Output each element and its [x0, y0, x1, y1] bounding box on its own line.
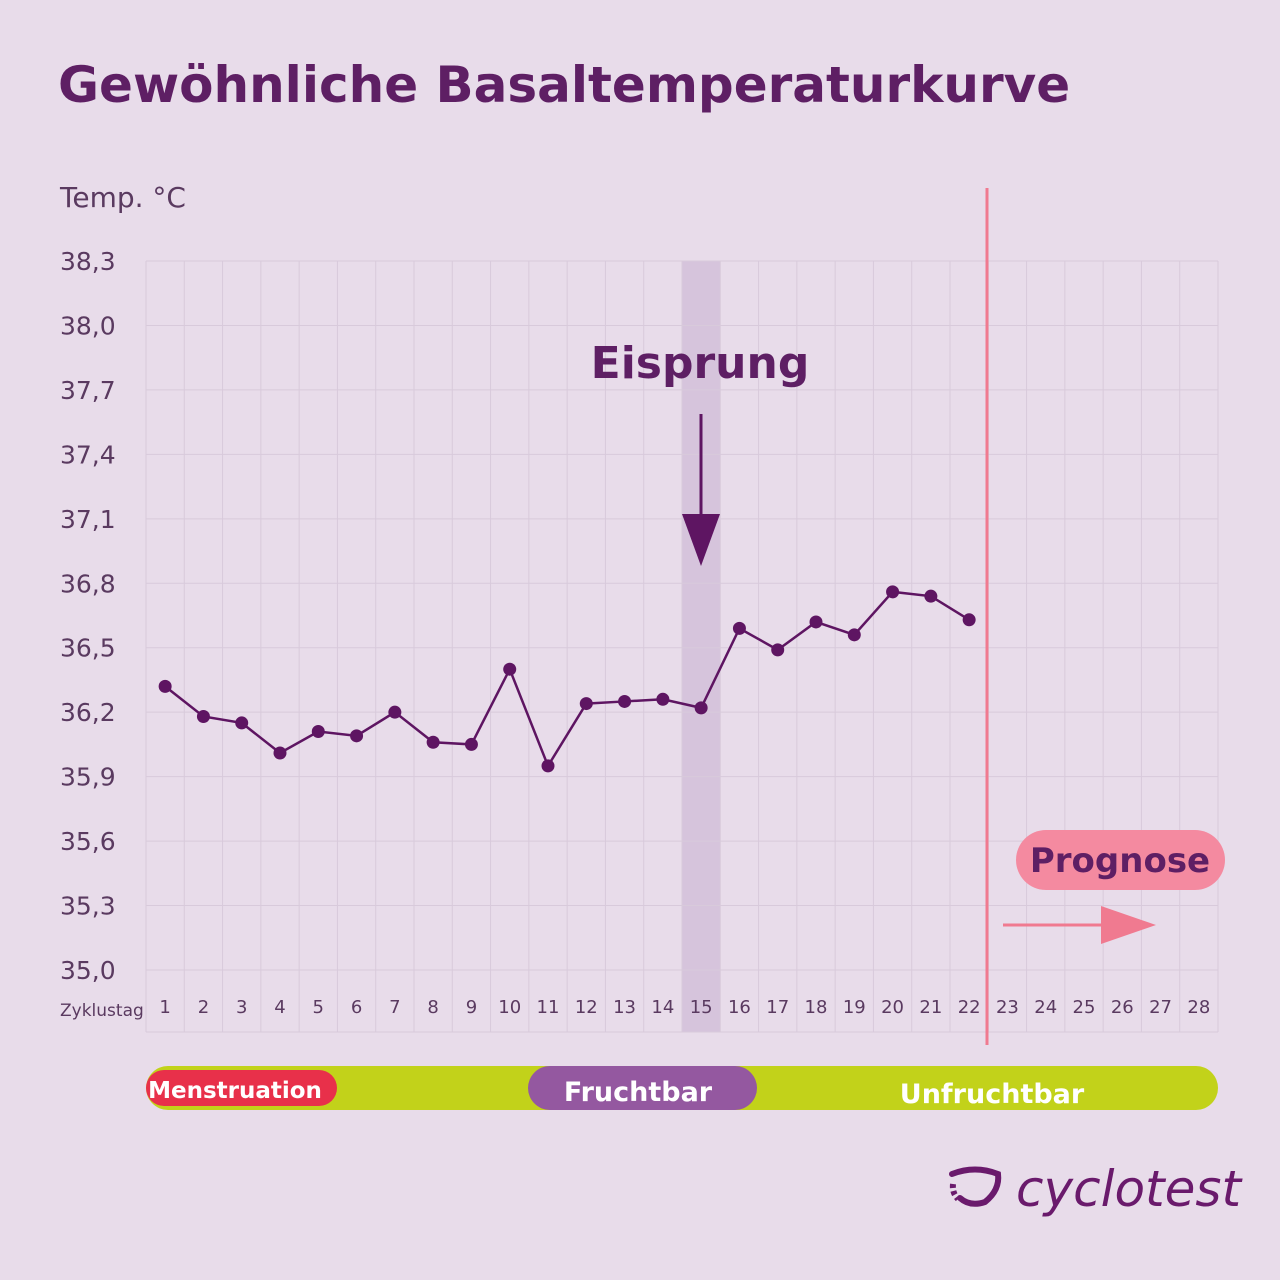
- data-point: [158, 679, 172, 693]
- y-tick-label: 36,8: [60, 569, 116, 598]
- prognose-badge: Prognose: [1016, 830, 1225, 890]
- data-point: [426, 735, 440, 749]
- x-tick-label: 7: [389, 997, 400, 1018]
- ovulation-label: Eisprung: [591, 338, 810, 389]
- phase-menstruation: [146, 1070, 337, 1106]
- y-tick-label: 36,2: [60, 698, 116, 727]
- data-point: [388, 705, 402, 719]
- y-tick-label: 36,5: [60, 634, 116, 663]
- data-point: [656, 692, 670, 706]
- y-axis-label: Temp. °C: [59, 181, 186, 214]
- x-tick-label: 17: [766, 997, 789, 1018]
- x-tick-label: 15: [690, 997, 713, 1018]
- phase-fruchtbar-label: Fruchtbar: [564, 1077, 713, 1108]
- x-tick-label: 20: [881, 997, 904, 1018]
- y-tick-label: 35,9: [60, 763, 116, 792]
- x-tick-label: 28: [1187, 997, 1210, 1018]
- forecast-arrow-icon: [1003, 906, 1156, 944]
- x-tick-label: 19: [843, 997, 866, 1018]
- y-tick-label: 35,3: [60, 892, 116, 921]
- x-tick-label: 22: [958, 997, 981, 1018]
- y-tick-label: 38,0: [60, 311, 116, 340]
- data-point: [732, 621, 746, 635]
- data-point: [235, 716, 249, 730]
- x-tick-label: 21: [919, 997, 942, 1018]
- logo-text: cyclotest: [1016, 1160, 1243, 1218]
- data-point: [273, 746, 287, 760]
- data-point: [618, 694, 632, 708]
- logo-icon: [949, 1166, 1002, 1207]
- data-point: [350, 729, 364, 743]
- data-point: [541, 759, 555, 773]
- phase-menstruation-label: Menstruation: [148, 1078, 322, 1104]
- x-tick-label: 26: [1111, 997, 1134, 1018]
- x-tick-label: 16: [728, 997, 751, 1018]
- data-point: [847, 628, 861, 642]
- cyclotest-logo: cyclotest: [949, 1160, 1243, 1218]
- y-tick-label: 37,7: [60, 376, 116, 405]
- x-tick-label: 8: [427, 997, 438, 1018]
- x-tick-label: 13: [613, 997, 636, 1018]
- x-tick-label: 14: [651, 997, 674, 1018]
- y-tick-label: 37,1: [60, 505, 116, 534]
- data-point: [196, 709, 210, 723]
- y-tick-label: 35,6: [60, 827, 116, 856]
- data-point: [809, 615, 823, 629]
- data-point: [311, 725, 325, 739]
- x-tick-label: 5: [313, 997, 324, 1018]
- x-tick-label: 27: [1149, 997, 1172, 1018]
- x-tick-label: 11: [537, 997, 560, 1018]
- x-ticks: 1 2 3 4 5 6 7 8 9 10 11 12 13 14 15 16 17 18 19 20 21 22 23 24 2…: [159, 997, 1210, 1018]
- x-tick-label: 18: [805, 997, 828, 1018]
- x-tick-label: 2: [198, 997, 209, 1018]
- x-tick-label: 1: [159, 997, 170, 1018]
- ovulation-arrow-icon: [682, 414, 720, 566]
- x-tick-label: 23: [996, 997, 1019, 1018]
- data-point: [924, 589, 938, 603]
- data-point: [962, 613, 976, 627]
- data-point: [503, 662, 517, 676]
- x-tick-label: 10: [498, 997, 521, 1018]
- data-point: [579, 697, 593, 711]
- x-tick-label: 25: [1073, 997, 1096, 1018]
- x-tick-label: 3: [236, 997, 247, 1018]
- x-tick-label: 9: [466, 997, 477, 1018]
- y-tick-label: 35,0: [60, 956, 116, 985]
- phase-fruchtbar: [528, 1066, 757, 1110]
- phase-bar: Menstruation Fruchtbar Unfruchtbar: [146, 1066, 1218, 1110]
- series-polyline: [164, 590, 970, 769]
- phase-unfruchtbar-label: Unfruchtbar: [900, 1079, 1085, 1110]
- prognose-label: Prognose: [1030, 841, 1210, 881]
- data-point: [464, 737, 478, 751]
- x-tick-label: 4: [274, 997, 285, 1018]
- x-axis-label: Zyklustag: [60, 1001, 144, 1021]
- y-tick-label: 37,4: [60, 440, 116, 469]
- grid: [145, 260, 1219, 1033]
- x-tick-label: 24: [1034, 997, 1057, 1018]
- y-tick-label: 38,3: [60, 247, 116, 276]
- chart-title: Gewöhnliche Basaltemperaturkurve: [58, 56, 1070, 114]
- data-point: [694, 701, 708, 715]
- series-line: [158, 585, 976, 773]
- data-point: [771, 643, 785, 657]
- data-point: [886, 585, 900, 599]
- x-tick-label: 6: [351, 997, 362, 1018]
- x-tick-label: 12: [575, 997, 598, 1018]
- y-ticks: 38,3 38,0 37,7 37,4 37,1 36,8 36,5 36,2 35,9 35,6…: [60, 247, 116, 985]
